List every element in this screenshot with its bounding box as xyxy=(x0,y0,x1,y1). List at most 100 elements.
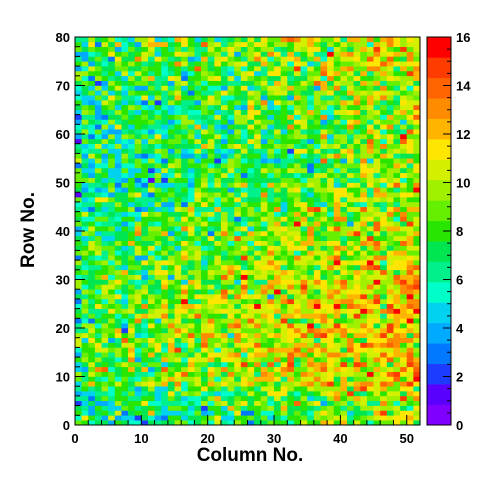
heatmap-cell xyxy=(154,395,162,402)
heatmap-cell xyxy=(280,376,288,382)
heatmap-cell xyxy=(134,410,142,416)
heatmap-cell xyxy=(254,308,262,314)
heatmap-cell xyxy=(141,245,149,251)
heatmap-cell xyxy=(280,109,288,115)
heatmap-cell xyxy=(114,143,122,149)
heatmap-cell xyxy=(366,187,374,193)
heatmap-cell xyxy=(88,153,96,159)
heatmap-cell xyxy=(347,361,354,368)
heatmap-cell xyxy=(101,347,109,353)
heatmap-cell xyxy=(247,328,255,334)
heatmap-cell xyxy=(287,109,295,115)
heatmap-cell xyxy=(234,337,242,343)
heatmap-cell xyxy=(154,138,162,144)
heatmap-cell xyxy=(240,114,248,120)
heatmap-cell xyxy=(320,260,328,266)
heatmap-cell xyxy=(353,235,361,241)
heatmap-cell xyxy=(307,323,315,329)
heatmap-cell xyxy=(234,405,242,411)
heatmap-cell xyxy=(340,182,348,188)
colorbar-tick-label: 8 xyxy=(456,224,463,239)
heatmap-cell xyxy=(227,75,235,81)
heatmap-cell xyxy=(353,167,361,174)
heatmap-cell xyxy=(101,172,109,178)
heatmap-cell xyxy=(240,264,248,271)
heatmap-cell xyxy=(121,245,129,251)
heatmap-cell xyxy=(360,41,368,47)
heatmap-cell xyxy=(406,172,414,178)
heatmap-cell xyxy=(174,138,182,144)
heatmap-cell xyxy=(128,284,136,290)
heatmap-cell xyxy=(260,376,268,382)
heatmap-cell xyxy=(386,386,394,392)
heatmap-cell xyxy=(75,46,82,52)
heatmap-cell xyxy=(207,400,215,406)
heatmap-cell xyxy=(307,381,315,387)
heatmap-cell xyxy=(194,134,202,140)
heatmap-cell xyxy=(141,61,149,67)
heatmap-cell xyxy=(360,361,368,368)
heatmap-cell xyxy=(327,400,335,406)
heatmap-cell xyxy=(147,361,155,368)
heatmap-cell xyxy=(234,46,242,52)
heatmap-cell xyxy=(400,172,408,178)
heatmap-cell xyxy=(147,211,155,217)
heatmap-cell xyxy=(121,415,129,421)
heatmap-cell xyxy=(254,153,262,159)
heatmap-cell xyxy=(88,255,96,261)
heatmap-cell xyxy=(234,386,242,392)
heatmap-cell xyxy=(207,337,215,343)
heatmap-cell xyxy=(353,386,361,392)
heatmap-cell xyxy=(240,231,248,237)
heatmap-cell xyxy=(347,70,354,77)
heatmap-cell xyxy=(161,245,169,251)
heatmap-cell xyxy=(227,328,235,334)
heatmap-cell xyxy=(373,197,381,203)
heatmap-cell xyxy=(267,167,275,174)
heatmap-cell xyxy=(187,70,195,77)
heatmap-cell xyxy=(187,119,195,125)
heatmap-cell xyxy=(247,187,255,193)
heatmap-cell xyxy=(240,66,248,72)
heatmap-cell xyxy=(340,221,348,227)
heatmap-cell xyxy=(128,328,136,334)
heatmap-cell xyxy=(400,318,408,324)
heatmap-cell xyxy=(300,221,308,227)
heatmap-cell xyxy=(94,235,102,241)
heatmap-cell xyxy=(101,119,109,125)
heatmap-cell xyxy=(393,391,401,397)
heatmap-cell xyxy=(380,211,388,217)
heatmap-cell xyxy=(406,240,414,246)
heatmap-cell xyxy=(201,328,208,334)
heatmap-cell xyxy=(207,192,215,198)
heatmap-cell xyxy=(227,410,235,416)
heatmap-cell xyxy=(167,337,175,343)
heatmap-cell xyxy=(373,119,381,125)
heatmap-cell xyxy=(207,308,215,314)
heatmap-cell xyxy=(380,318,388,324)
heatmap-cell xyxy=(274,90,281,96)
heatmap-cell xyxy=(154,391,162,397)
heatmap-cell xyxy=(201,231,208,237)
heatmap-cell xyxy=(234,61,242,67)
heatmap-cell xyxy=(121,148,129,154)
heatmap-cell xyxy=(413,85,421,91)
heatmap-cell xyxy=(220,75,228,81)
heatmap-cell xyxy=(293,206,301,212)
heatmap-cell xyxy=(128,405,136,411)
heatmap-cell xyxy=(386,153,394,159)
heatmap-cell xyxy=(293,46,301,52)
heatmap-cell xyxy=(141,216,149,222)
heatmap-cell xyxy=(386,308,394,314)
heatmap-cell xyxy=(101,153,109,159)
heatmap-cell xyxy=(340,391,348,397)
heatmap-cell xyxy=(400,153,408,159)
heatmap-cell xyxy=(214,328,222,334)
heatmap-cell xyxy=(260,332,268,338)
heatmap-cell xyxy=(214,100,222,106)
heatmap-cell xyxy=(154,323,162,329)
heatmap-cell xyxy=(413,332,421,338)
heatmap-cell xyxy=(174,391,182,397)
heatmap-cell xyxy=(167,95,175,101)
heatmap-cell xyxy=(353,415,361,421)
